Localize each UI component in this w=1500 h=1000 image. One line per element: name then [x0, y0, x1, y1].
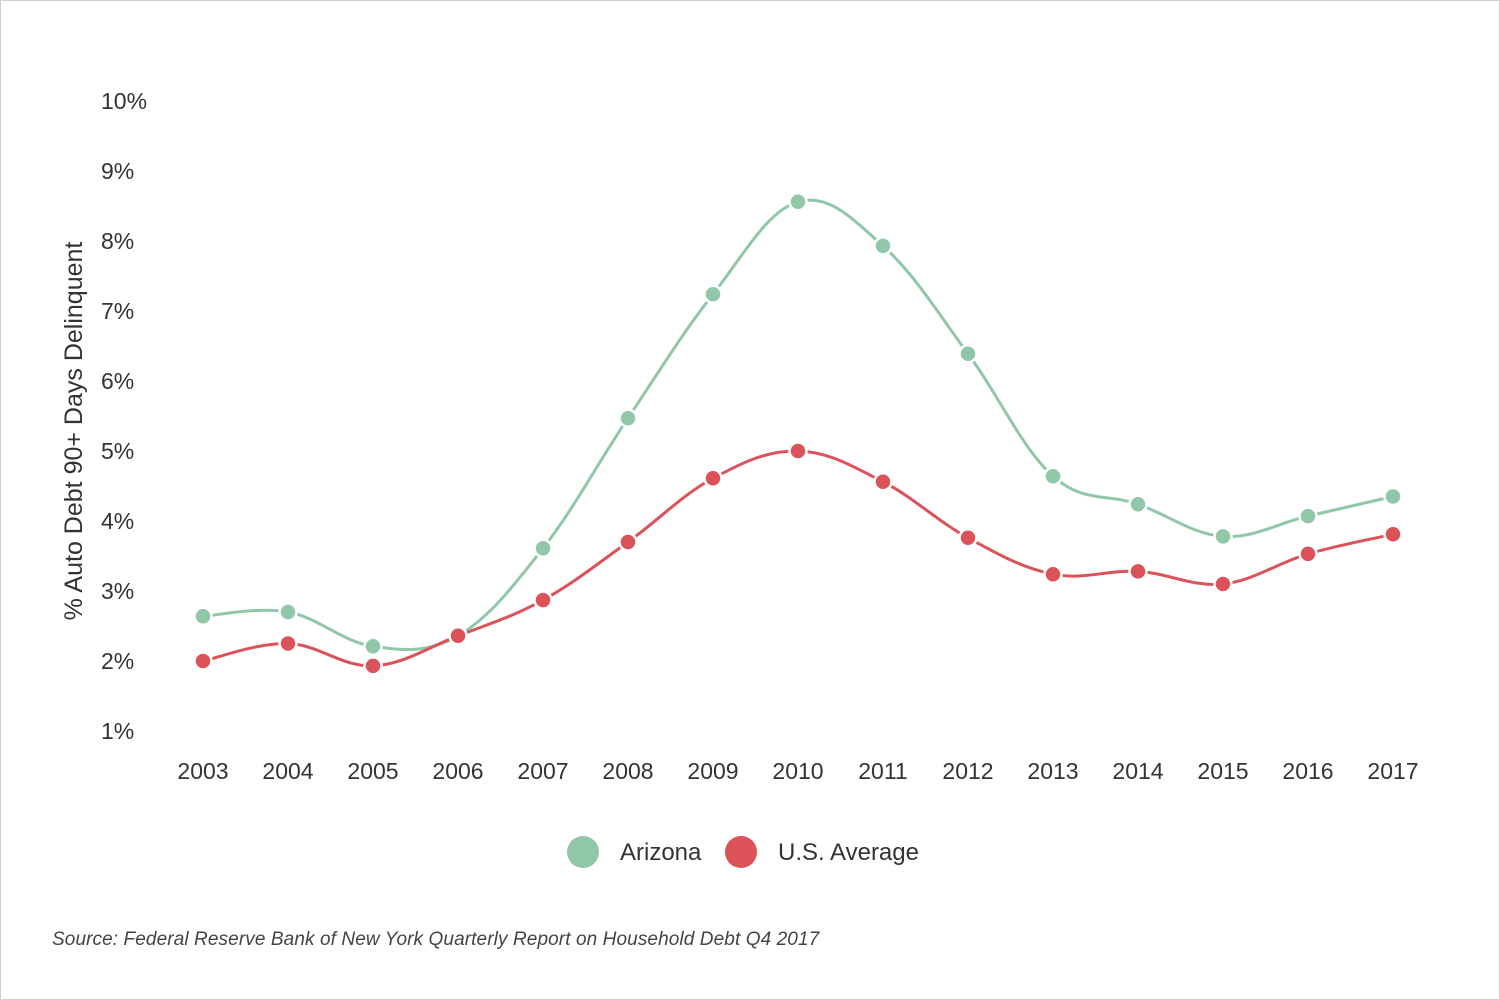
- data-point: [193, 651, 213, 671]
- x-tick-label: 2016: [1282, 758, 1333, 784]
- y-tick-label: 4%: [101, 508, 134, 534]
- data-point: [278, 602, 298, 622]
- data-point: [703, 468, 723, 489]
- y-tick-label: 2%: [101, 648, 134, 674]
- data-point: [533, 538, 553, 559]
- x-tick-label: 2014: [1112, 758, 1163, 784]
- data-point: [1298, 506, 1318, 526]
- data-point: [1043, 466, 1063, 486]
- data-point: [618, 408, 638, 428]
- data-point: [1213, 526, 1233, 547]
- x-tick-label: 2009: [687, 758, 738, 784]
- series-layer: [193, 192, 1403, 676]
- data-point: [533, 590, 553, 610]
- data-point: [1128, 494, 1148, 514]
- legend-item: Arizona: [567, 836, 702, 868]
- x-tick-label: 2008: [602, 758, 653, 784]
- y-tick-label: 9%: [101, 158, 134, 184]
- y-tick-label: 7%: [101, 298, 134, 324]
- y-axis-title: % Auto Debt 90+ Days Delinquent: [60, 242, 88, 621]
- y-tick-label: 3%: [101, 578, 134, 604]
- x-tick-label: 2017: [1367, 758, 1418, 784]
- data-point: [278, 633, 298, 654]
- x-tick-label: 2012: [942, 758, 993, 784]
- y-tick-label: 10%: [101, 88, 147, 114]
- y-axis-ticks: 1% 2% 3% 4% 5% 6% 7% 8% 9% 10%: [101, 88, 147, 744]
- x-tick-label: 2015: [1197, 758, 1248, 784]
- data-point: [1298, 544, 1318, 564]
- data-point: [788, 441, 808, 461]
- data-point: [193, 606, 213, 626]
- x-tick-label: 2005: [347, 758, 398, 784]
- data-point: [703, 284, 723, 304]
- x-tick-label: 2011: [858, 758, 907, 784]
- legend-item: U.S. Average: [725, 836, 919, 868]
- x-axis-ticks: 2003 2004 2005 2006 2007 2008 2009 2010 2011 2012…: [177, 758, 1418, 784]
- data-point: [448, 626, 468, 646]
- y-tick-label: 6%: [101, 368, 134, 394]
- legend: Arizona U.S. Average: [567, 836, 919, 868]
- y-tick-label: 8%: [101, 228, 134, 254]
- data-point: [788, 192, 808, 212]
- data-point: [1213, 574, 1233, 594]
- data-point: [363, 656, 383, 676]
- data-point: [1383, 486, 1403, 507]
- x-tick-label: 2004: [262, 758, 313, 784]
- x-tick-label: 2006: [432, 758, 483, 784]
- data-point: [363, 636, 383, 657]
- legend-swatch: [725, 836, 757, 868]
- series-u-s-average: [193, 441, 1403, 676]
- x-tick-label: 2007: [517, 758, 568, 784]
- y-tick-label: 1%: [101, 718, 134, 744]
- legend-swatch: [567, 836, 599, 868]
- legend-label: Arizona: [620, 839, 702, 866]
- data-point: [1128, 561, 1148, 582]
- data-point: [958, 528, 978, 548]
- x-tick-label: 2013: [1027, 758, 1078, 784]
- x-tick-label: 2010: [772, 758, 823, 784]
- data-point: [873, 472, 893, 492]
- series-line: [201, 449, 1395, 668]
- legend-label: U.S. Average: [778, 839, 919, 866]
- data-point: [1383, 524, 1403, 545]
- data-point: [873, 236, 893, 256]
- x-tick-label: 2003: [177, 758, 228, 784]
- series-arizona: [193, 192, 1403, 657]
- source-note: Source: Federal Reserve Bank of New York…: [52, 929, 820, 950]
- y-tick-label: 5%: [101, 438, 134, 464]
- data-point: [958, 343, 978, 364]
- data-point: [618, 532, 638, 552]
- data-point: [1043, 564, 1063, 584]
